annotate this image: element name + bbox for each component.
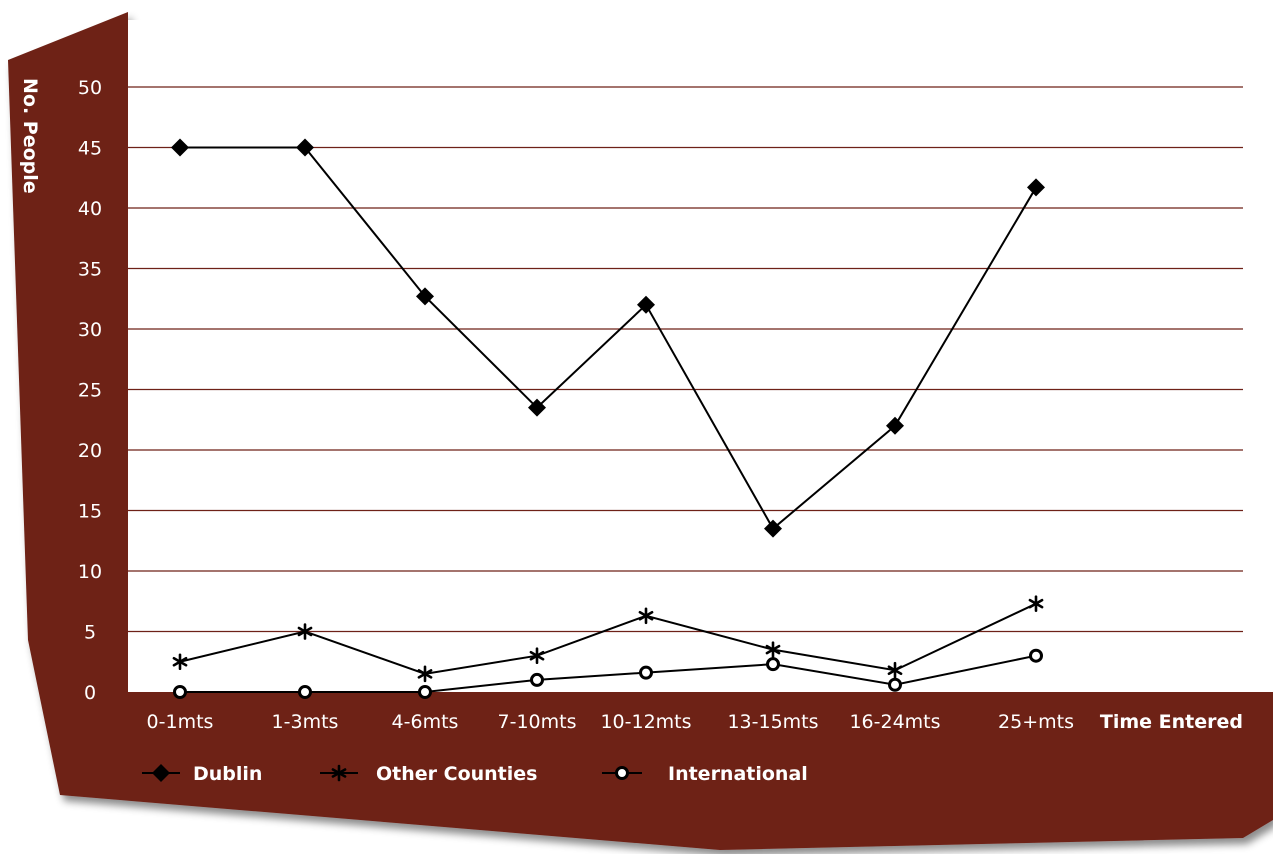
data-point-international xyxy=(766,657,780,672)
data-point-dublin xyxy=(171,138,189,157)
gridlines xyxy=(128,86,1243,633)
y-axis-ticks: 0 5 10 15 20 25 30 35 40 45 50 xyxy=(78,77,102,704)
series-dublin xyxy=(171,138,1045,538)
asterisk-stroke xyxy=(1028,598,1044,609)
plot-area xyxy=(128,20,1273,692)
data-point-dublin xyxy=(528,398,546,417)
x-tick-label: 25+mts xyxy=(998,711,1074,733)
data-point-international xyxy=(298,685,312,699)
asterisk-stroke xyxy=(765,644,781,655)
y-tick-label: 35 xyxy=(78,259,102,281)
legend-item-international: International xyxy=(602,763,808,785)
y-tick-label: 40 xyxy=(78,198,102,220)
y-tick-label: 5 xyxy=(84,622,96,644)
chart-panel xyxy=(8,12,1273,850)
asterisk-stroke xyxy=(331,768,347,778)
asterisk-stroke xyxy=(887,665,903,676)
y-axis-title: No. People xyxy=(19,78,41,194)
data-point-international xyxy=(418,685,432,699)
data-point-other-counties xyxy=(887,661,903,679)
series-line-international xyxy=(180,654,1037,693)
data-point-other-counties xyxy=(417,665,433,683)
data-series xyxy=(171,138,1045,699)
series-other-counties xyxy=(172,595,1044,683)
x-tick-label: 4-6mts xyxy=(392,711,459,733)
asterisk-stroke xyxy=(172,656,188,667)
x-tick-label: 16-24mts xyxy=(849,711,940,733)
data-point-international xyxy=(888,677,902,692)
asterisk-stroke xyxy=(638,610,654,621)
asterisk-stroke xyxy=(529,650,545,661)
data-point-other-counties xyxy=(638,607,654,625)
legend-item-dublin: Dublin xyxy=(142,763,262,785)
panel-left-band xyxy=(8,12,1273,850)
data-point-dublin xyxy=(1027,178,1045,197)
data-point-international xyxy=(530,672,544,687)
data-point-dublin xyxy=(886,416,904,435)
data-point-dublin xyxy=(416,287,434,306)
y-tick-label: 30 xyxy=(78,319,102,341)
data-point-other-counties xyxy=(765,641,781,658)
data-point-international xyxy=(173,685,187,699)
x-axis-ticks: 0-1mts 1-3mts 4-6mts 7-10mts 10-12mts 13-15mt… xyxy=(147,711,1074,733)
y-tick-label: 45 xyxy=(78,138,102,160)
data-point-dublin xyxy=(637,295,655,314)
data-point-dublin xyxy=(296,138,314,157)
x-axis-title: Time Entered xyxy=(1100,711,1243,733)
x-tick-label: 7-10mts xyxy=(498,711,577,733)
y-tick-label: 20 xyxy=(78,440,102,462)
x-tick-label: 1-3mts xyxy=(272,711,339,733)
legend-marker-asterisk xyxy=(331,764,347,782)
data-point-dublin xyxy=(764,519,782,538)
data-point-other-counties xyxy=(297,623,313,640)
y-tick-label: 25 xyxy=(78,380,102,402)
data-point-other-counties xyxy=(1028,595,1044,612)
data-point-other-counties xyxy=(529,647,545,665)
series-line-dublin xyxy=(180,146,1037,531)
x-tick-label: 13-15mts xyxy=(727,711,818,733)
y-tick-label: 0 xyxy=(84,682,96,704)
data-point-international xyxy=(639,665,653,680)
y-tick-label: 15 xyxy=(78,501,102,523)
legend-label: Other Counties xyxy=(376,763,537,785)
data-point-other-counties xyxy=(172,653,188,671)
series-international xyxy=(173,648,1043,699)
x-tick-label: 0-1mts xyxy=(147,711,214,733)
y-tick-label: 50 xyxy=(78,77,102,99)
x-tick-label: 10-12mts xyxy=(600,711,691,733)
legend-item-other-counties: Other Counties xyxy=(320,763,537,785)
asterisk-stroke xyxy=(297,626,313,637)
legend-label: International xyxy=(668,763,808,785)
asterisk-stroke xyxy=(417,669,433,679)
legend-marker-circle xyxy=(615,766,629,780)
series-line-other-counties xyxy=(179,602,1037,675)
legend: Dublin Other Counties International xyxy=(142,763,808,785)
y-tick-label: 10 xyxy=(78,561,102,583)
data-point-international xyxy=(1029,648,1043,663)
legend-marker-diamond xyxy=(152,764,170,782)
legend-label: Dublin xyxy=(193,763,262,785)
